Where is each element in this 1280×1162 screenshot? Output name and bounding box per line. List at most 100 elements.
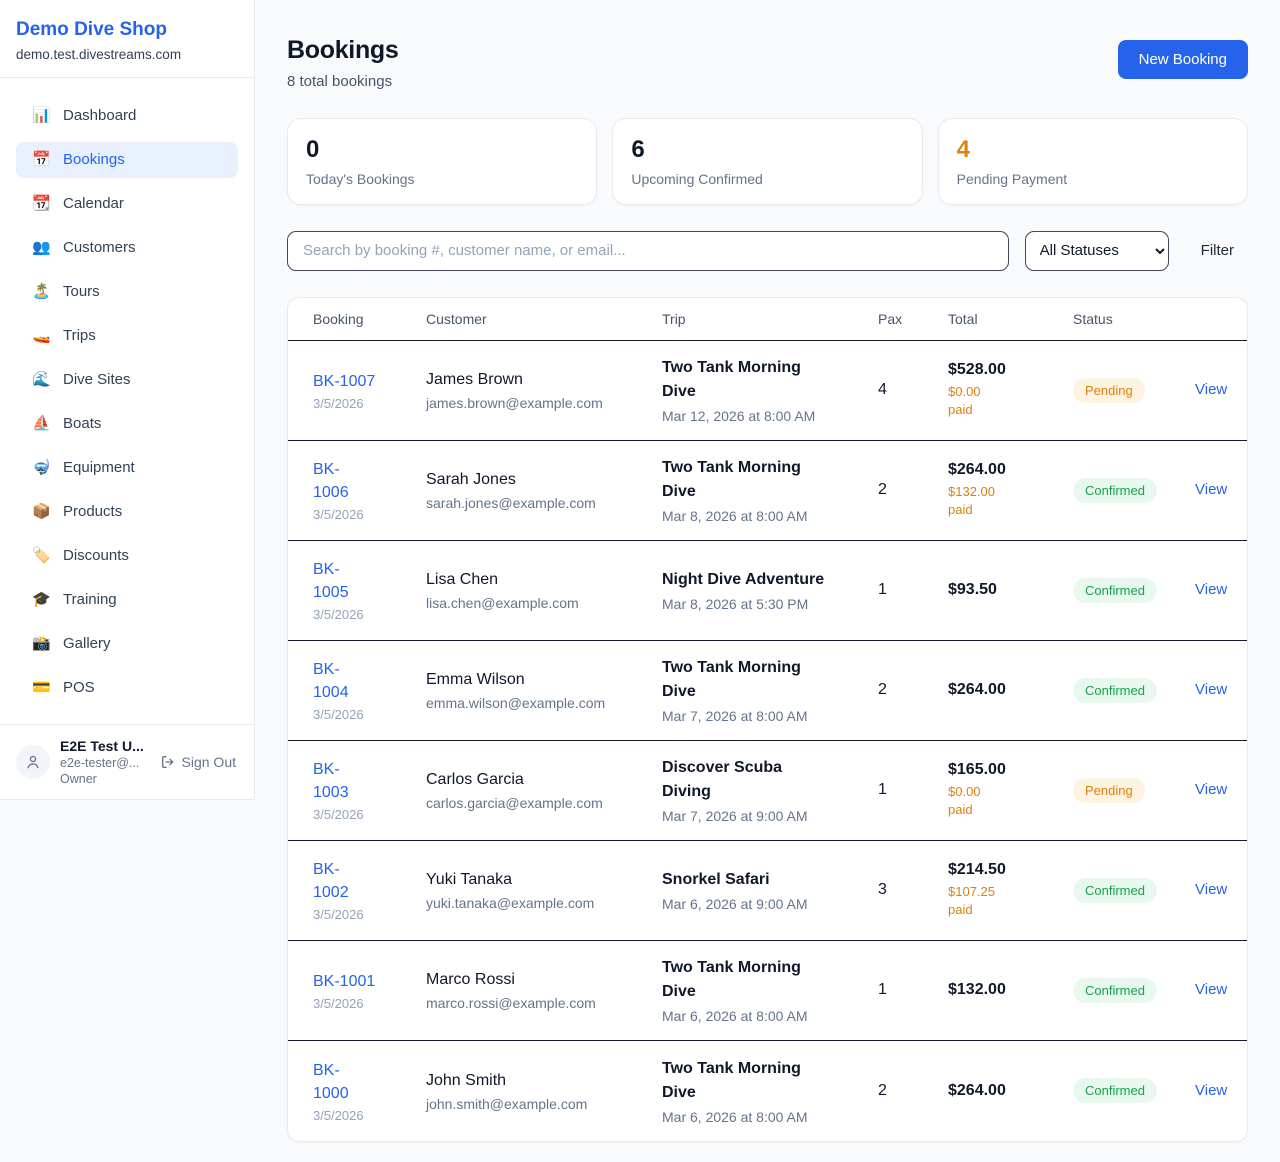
sidebar-item-label: Trips	[63, 327, 96, 345]
customer-email: marco.rossi@example.com	[426, 995, 596, 1012]
diving-mask-icon: 🤿	[32, 459, 51, 477]
customer-name: Marco Rossi	[426, 971, 515, 989]
status-badge: Confirmed	[1073, 977, 1157, 1003]
page-subtitle: 8 total bookings	[287, 73, 393, 90]
sidebar-item-discounts[interactable]: 🏷️ Discounts	[16, 538, 238, 574]
column-header-trip: Trip	[662, 310, 686, 327]
total-amount: $264.00	[948, 681, 1006, 699]
search-input[interactable]	[287, 230, 1009, 271]
sidebar-item-trips[interactable]: 🚤 Trips	[16, 318, 238, 354]
booking-cell: BK- 1002 3/5/2026	[313, 858, 426, 922]
trip-name: Two Tank Morning Dive	[662, 659, 801, 701]
booking-id-link[interactable]: BK- 1005	[313, 561, 349, 602]
customer-name: Lisa Chen	[426, 571, 499, 589]
sidebar-item-customers[interactable]: 👥 Customers	[16, 230, 238, 266]
view-link[interactable]: View	[1195, 981, 1228, 999]
trip-cell: Snorkel Safari Mar 6, 2026 at 9:00 AM	[662, 868, 878, 912]
view-link[interactable]: View	[1195, 781, 1228, 799]
booking-cell: BK-1001 3/5/2026	[313, 970, 426, 1011]
sidebar-header: Demo Dive Shop demo.test.divestreams.com	[0, 0, 254, 78]
view-link[interactable]: View	[1195, 481, 1228, 499]
paid-amount: $107.25 paid	[948, 884, 995, 918]
sidebar-item-dashboard[interactable]: 📊 Dashboard	[16, 98, 238, 134]
booking-id-link[interactable]: BK- 1004	[313, 661, 349, 702]
status-cell: Pending	[1073, 377, 1195, 403]
booking-id-link[interactable]: BK- 1006	[313, 461, 349, 502]
table-row: BK- 1005 3/5/2026 Lisa Chen lisa.chen@ex…	[288, 541, 1247, 641]
view-cell: View	[1195, 781, 1227, 799]
brand-title[interactable]: Demo Dive Shop	[16, 19, 167, 40]
booking-id-link[interactable]: BK- 1000	[313, 1061, 349, 1102]
table-header-row: Booking Customer Trip Pax Total Status	[288, 298, 1247, 341]
filter-button[interactable]: Filter	[1200, 242, 1234, 260]
booking-id-link[interactable]: BK-1007	[313, 372, 376, 390]
sidebar-item-training[interactable]: 🎓 Training	[16, 582, 238, 618]
total-cell: $264.00 $132.00 paid	[948, 461, 1073, 519]
stat-card-pending-payment: 4 Pending Payment	[937, 118, 1248, 205]
trip-datetime: Mar 8, 2026 at 5:30 PM	[662, 596, 809, 613]
table-row: BK-1001 3/5/2026 Marco Rossi marco.rossi…	[288, 941, 1247, 1041]
paid-amount: $0.00 paid	[948, 384, 981, 418]
view-link[interactable]: View	[1195, 881, 1228, 899]
trip-datetime: Mar 7, 2026 at 8:00 AM	[662, 708, 808, 725]
pax-cell: 3	[878, 881, 887, 899]
sidebar-item-boats[interactable]: ⛵ Boats	[16, 406, 238, 442]
customer-email: emma.wilson@example.com	[426, 695, 606, 712]
view-link[interactable]: View	[1195, 1081, 1228, 1099]
status-badge: Pending	[1073, 777, 1145, 803]
status-cell: Confirmed	[1073, 977, 1195, 1003]
stat-value: 6	[631, 136, 645, 163]
total-cell: $132.00	[948, 981, 1073, 999]
stat-value: 0	[306, 136, 320, 163]
sidebar-item-equipment[interactable]: 🤿 Equipment	[16, 450, 238, 486]
user-email: e2e-tester@...	[60, 755, 140, 770]
sidebar-item-label: Dive Sites	[63, 371, 131, 389]
trip-name: Discover Scuba Diving	[662, 759, 783, 801]
person-icon	[24, 753, 42, 771]
view-link[interactable]: View	[1195, 581, 1228, 599]
status-badge: Confirmed	[1073, 1078, 1157, 1104]
total-cell: $528.00 $0.00 paid	[948, 361, 1073, 419]
booking-cell: BK-1007 3/5/2026	[313, 370, 426, 411]
sidebar-item-calendar[interactable]: 📆 Calendar	[16, 186, 238, 222]
new-booking-button[interactable]: New Booking	[1117, 40, 1248, 79]
stat-card-upcoming-confirmed: 6 Upcoming Confirmed	[612, 118, 923, 205]
total-cell: $165.00 $0.00 paid	[948, 761, 1073, 819]
pax-cell: 1	[878, 781, 887, 799]
status-badge: Pending	[1073, 377, 1145, 403]
total-amount: $528.00	[948, 361, 1006, 379]
booking-id-link[interactable]: BK- 1002	[313, 861, 349, 902]
customer-email: sarah.jones@example.com	[426, 495, 596, 512]
sidebar-item-gallery[interactable]: 📸 Gallery	[16, 626, 238, 662]
customer-cell: Sarah Jones sarah.jones@example.com	[426, 469, 662, 511]
booking-cell: BK- 1003 3/5/2026	[313, 758, 426, 822]
table-row: BK-1007 3/5/2026 James Brown james.brown…	[288, 341, 1247, 441]
booking-id-link[interactable]: BK-1001	[313, 972, 376, 990]
customer-cell: Emma Wilson emma.wilson@example.com	[426, 669, 662, 711]
sidebar-item-bookings[interactable]: 📅 Bookings	[16, 141, 238, 178]
status-filter-select[interactable]: All Statuses	[1024, 230, 1169, 271]
sidebar-item-products[interactable]: 📦 Products	[16, 494, 238, 530]
sign-out-button[interactable]: Sign Out	[160, 754, 238, 770]
total-amount: $214.50	[948, 861, 1006, 879]
sidebar-item-label: Tours	[63, 283, 100, 301]
sidebar-item-label: Products	[63, 503, 123, 521]
wave-icon: 🌊	[32, 371, 51, 389]
sidebar-item-pos[interactable]: 💳 POS	[16, 670, 238, 706]
total-amount: $132.00	[948, 981, 1006, 999]
customer-name: Yuki Tanaka	[426, 871, 512, 889]
view-link[interactable]: View	[1195, 681, 1228, 699]
sidebar-item-tours[interactable]: 🏝️ Tours	[16, 274, 238, 310]
booking-id-link[interactable]: BK- 1003	[313, 761, 349, 802]
booking-date: 3/5/2026	[313, 607, 364, 623]
customer-cell: John Smith john.smith@example.com	[426, 1070, 662, 1112]
calendar-date-icon: 📅	[32, 151, 51, 169]
brand-domain: demo.test.divestreams.com	[16, 46, 182, 62]
view-link[interactable]: View	[1195, 381, 1228, 399]
credit-card-icon: 💳	[32, 679, 51, 697]
customer-name: Carlos Garcia	[426, 771, 524, 789]
sidebar-item-dive-sites[interactable]: 🌊 Dive Sites	[16, 362, 238, 398]
sidebar-item-label: Calendar	[63, 195, 124, 213]
view-cell: View	[1195, 681, 1227, 699]
status-badge: Confirmed	[1073, 677, 1157, 703]
